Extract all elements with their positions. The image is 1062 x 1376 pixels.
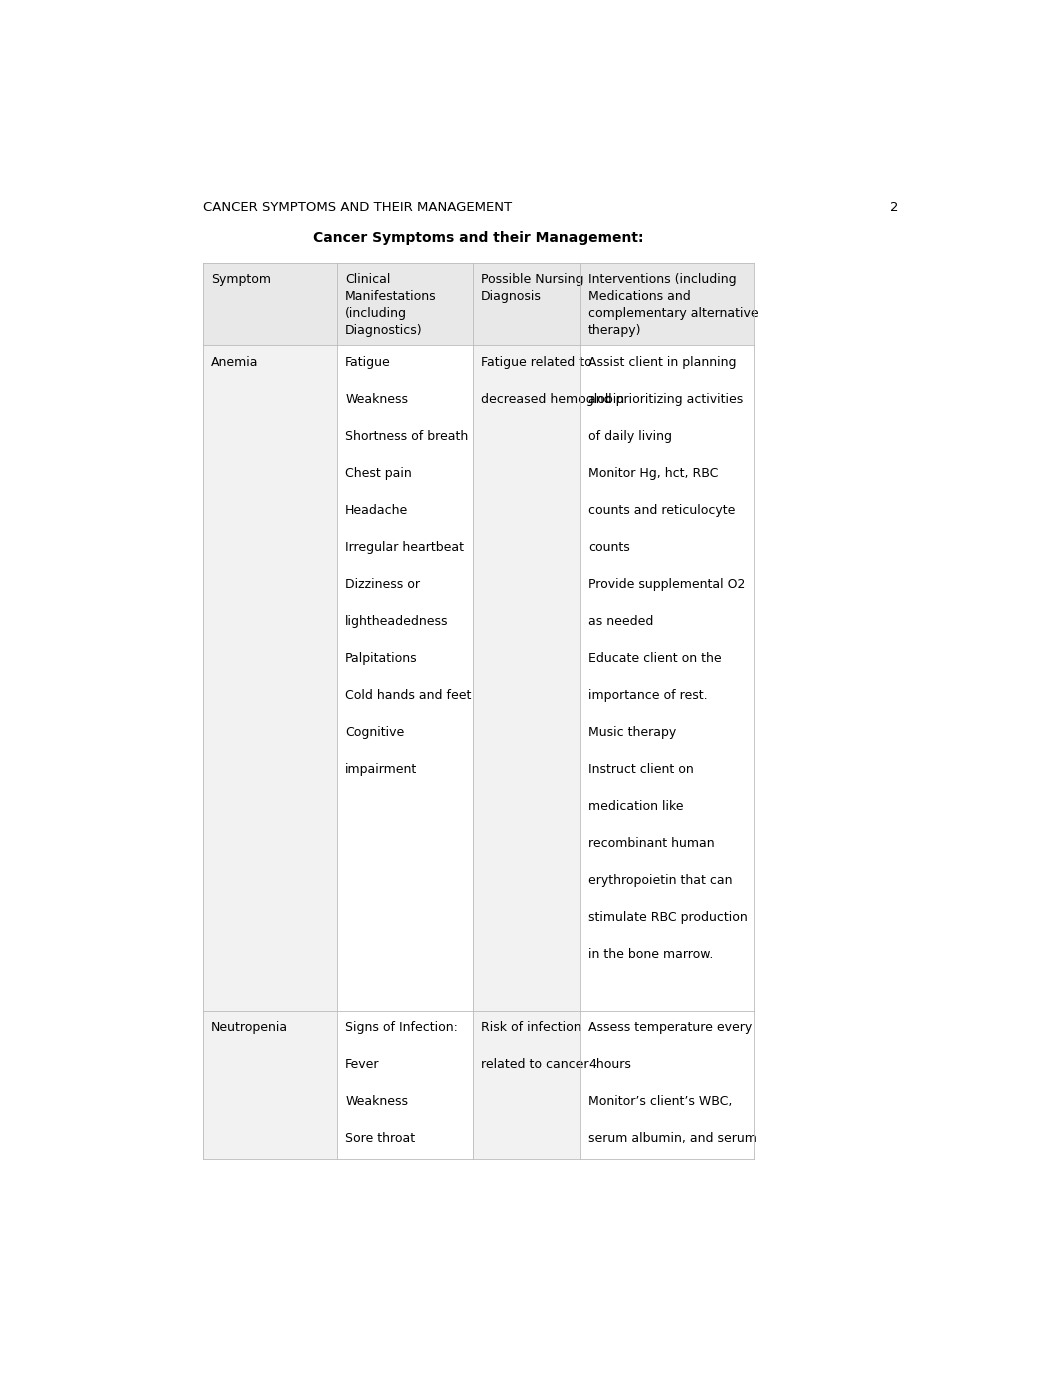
Bar [203, 1010, 337, 1159]
Text: Clinical
Manifestations
(including
Diagnostics): Clinical Manifestations (including Diagn… [345, 274, 436, 337]
Text: Possible Nursing
Diagnosis: Possible Nursing Diagnosis [481, 274, 583, 303]
Text: Interventions (including
Medications and
complementary alternative
therapy): Interventions (including Medications and… [588, 274, 758, 337]
Bar [580, 1010, 754, 1159]
Text: Cancer Symptoms and their Management:: Cancer Symptoms and their Management: [313, 231, 644, 245]
Text: CANCER SYMPTOMS AND THEIR MANAGEMENT: CANCER SYMPTOMS AND THEIR MANAGEMENT [203, 201, 512, 215]
Text: Assess temperature every

4hours

Monitor’s client’s WBC,

serum albumin, and se: Assess temperature every 4hours Monitor’… [588, 1021, 757, 1145]
Bar [337, 345, 473, 1010]
Text: Neutropenia: Neutropenia [211, 1021, 288, 1035]
Text: Symptom: Symptom [211, 274, 271, 286]
Bar [337, 1010, 473, 1159]
Text: Risk of infection

related to cancer: Risk of infection related to cancer [481, 1021, 588, 1071]
Bar [473, 1010, 580, 1159]
Text: Signs of Infection:

Fever

Weakness

Sore throat: Signs of Infection: Fever Weakness Sore … [345, 1021, 458, 1145]
Bar [580, 345, 754, 1010]
Text: Assist client in planning

and prioritizing activities

of daily living

Monitor: Assist client in planning and prioritizi… [588, 356, 748, 960]
Text: 2: 2 [890, 201, 898, 215]
Bar [203, 263, 754, 345]
Text: Fatigue related to

decreased hemoglobin: Fatigue related to decreased hemoglobin [481, 356, 624, 406]
Text: Anemia: Anemia [211, 356, 258, 369]
Bar [203, 345, 337, 1010]
Text: Fatigue

Weakness

Shortness of breath

Chest pain

Headache

Irregular heartbea: Fatigue Weakness Shortness of breath Che… [345, 356, 472, 776]
Bar [473, 345, 580, 1010]
